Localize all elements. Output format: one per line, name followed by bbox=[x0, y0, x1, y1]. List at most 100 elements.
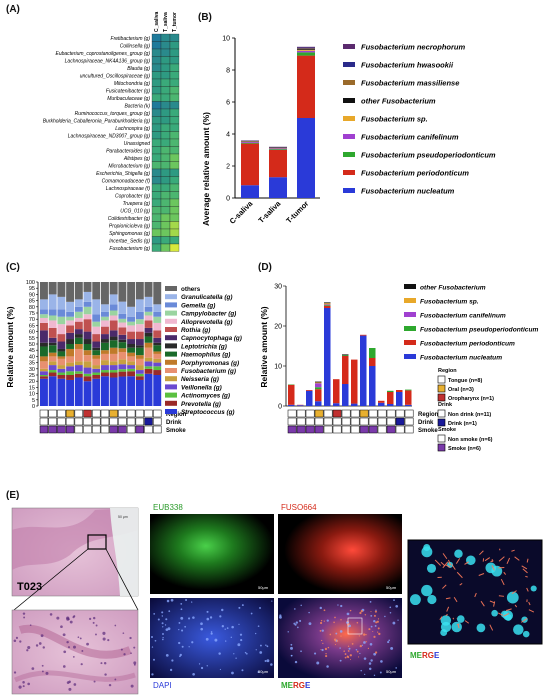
heatmap-cell bbox=[151, 33, 162, 42]
c-bar-segment bbox=[66, 311, 75, 317]
d-bar-segment bbox=[378, 400, 385, 403]
c-legend-swatch bbox=[165, 335, 177, 341]
panel-a-heatmap: C_saliva T_saliva T_tumor Fretibacterium (… bbox=[43, 11, 180, 252]
heatmap-cell bbox=[160, 191, 171, 200]
c-bar-segment bbox=[83, 301, 92, 307]
d-legend-label: other Fusobacterium bbox=[420, 285, 486, 292]
d-bar-segment bbox=[360, 334, 367, 336]
b-bar-segment bbox=[297, 47, 315, 49]
d-meta-cell bbox=[404, 425, 414, 434]
heatmap-cell bbox=[160, 206, 171, 215]
d-meta-legend-label: Oral (n=3) bbox=[448, 387, 474, 393]
c-bar-segment bbox=[118, 282, 127, 302]
d-bar-segment bbox=[315, 389, 322, 402]
c-meta-cell bbox=[126, 425, 136, 434]
c-bar-segment bbox=[109, 370, 118, 373]
heatmap-cell bbox=[160, 41, 171, 50]
heatmap-row-label: Blautia (g) bbox=[127, 66, 150, 72]
c-bar-segment bbox=[83, 361, 92, 368]
heatmap-cell bbox=[169, 206, 180, 215]
b-legend-label: Fusobacterium canifelinum bbox=[361, 133, 459, 142]
c-bar-segment bbox=[144, 327, 153, 333]
heatmap-row-label: UCG_010 (g) bbox=[120, 208, 150, 214]
d-legend-swatch bbox=[404, 284, 416, 289]
c-bar-segment bbox=[144, 332, 153, 337]
heatmap-cell bbox=[151, 63, 162, 72]
c-bar-segment bbox=[40, 376, 48, 379]
c-bar-segment bbox=[92, 365, 101, 369]
c-bar-segment bbox=[135, 376, 144, 380]
heatmap-cell bbox=[169, 191, 180, 200]
heatmap-cell bbox=[151, 78, 162, 87]
c-legend-label: Neisseria (g) bbox=[181, 376, 219, 383]
d-meta-cell bbox=[350, 425, 360, 434]
heatmap-cell bbox=[160, 101, 171, 110]
d-meta-legend-label: Tongue (n=8) bbox=[448, 378, 482, 384]
heatmap-cell bbox=[169, 221, 180, 230]
he-lowmag-image: T023 50 μm bbox=[11, 507, 139, 597]
heatmap-cell bbox=[160, 183, 171, 192]
c-bar-segment bbox=[118, 322, 127, 328]
c-meta-cell bbox=[57, 417, 66, 426]
heatmap-row-label: Muribaculaceae (g) bbox=[107, 96, 150, 102]
c-bar-segment bbox=[40, 314, 48, 318]
c-bar-segment bbox=[48, 282, 57, 295]
b-legend-swatch bbox=[343, 152, 355, 157]
c-bar-segment bbox=[144, 336, 153, 343]
c-bar-segment bbox=[74, 299, 83, 307]
panel-d-label: (D) bbox=[258, 262, 272, 273]
heatmap-cell bbox=[160, 168, 171, 177]
d-meta-cell bbox=[305, 417, 315, 426]
d-meta-cell bbox=[368, 417, 378, 426]
merge-label-e: E bbox=[305, 681, 311, 690]
d-meta-cell bbox=[323, 409, 333, 418]
d-meta-legend-swatch bbox=[437, 409, 446, 418]
d-meta-legend-title: Smoke bbox=[438, 427, 456, 433]
heatmap-cell bbox=[160, 146, 171, 155]
d-bar-segment bbox=[315, 382, 322, 384]
c-bar-segment bbox=[57, 316, 66, 325]
fuso664-label: FUSO664 bbox=[281, 503, 317, 512]
c-bar-segment bbox=[101, 326, 109, 335]
d-bar-segment bbox=[324, 303, 331, 305]
d-meta-cell bbox=[287, 425, 297, 434]
b-bar-segment bbox=[297, 52, 315, 56]
d-meta-legend-label: Oropharynx (n=1) bbox=[448, 396, 494, 402]
c-legend-label: Rothia (g) bbox=[181, 327, 210, 334]
c-legend-label: Prevotella (g) bbox=[181, 401, 221, 408]
panel-d-ylabel: Relative amount (%) bbox=[259, 306, 269, 387]
heatmap-cell bbox=[169, 101, 180, 110]
heatmap-cell bbox=[151, 116, 162, 125]
d-meta-legend-swatch bbox=[437, 393, 446, 402]
d-meta-cell bbox=[305, 425, 315, 434]
c-bar-segment bbox=[109, 304, 118, 311]
heatmap-cell bbox=[151, 56, 162, 65]
b-ytick: 10 bbox=[222, 36, 230, 43]
c-legend-swatch bbox=[165, 351, 177, 357]
c-bar-segment bbox=[144, 342, 153, 348]
heatmap-cell bbox=[151, 138, 162, 147]
c-bar-segment bbox=[92, 378, 101, 406]
c-bar-segment bbox=[66, 339, 75, 344]
c-ytick: 25 bbox=[29, 373, 35, 379]
heatmap-cell bbox=[151, 108, 162, 117]
panel-c-label: (C) bbox=[6, 262, 20, 273]
d-meta-legend-swatch bbox=[437, 375, 446, 384]
heatmap-row-label: Microbacterium (g) bbox=[108, 163, 150, 169]
c-bar-segment bbox=[40, 342, 48, 347]
c-bar-segment bbox=[40, 378, 48, 406]
c-bar-segment bbox=[135, 379, 144, 406]
heatmap-row-label: Parabacteroides (g) bbox=[106, 148, 150, 154]
c-legend-swatch bbox=[165, 294, 177, 300]
c-legend-label: Fusobacterium (g) bbox=[181, 368, 236, 375]
c-legend-swatch bbox=[165, 376, 177, 382]
c-bar-segment bbox=[144, 361, 153, 367]
d-bar-segment bbox=[387, 390, 394, 392]
c-bar-segment bbox=[57, 351, 66, 357]
c-bar-segment bbox=[144, 366, 153, 369]
c-bar-segment bbox=[40, 282, 48, 300]
panel-c-ylabel: Relative amount (%) bbox=[5, 306, 15, 387]
c-ytick: 65 bbox=[29, 323, 35, 329]
b-bar-segment bbox=[241, 143, 259, 186]
d-meta-cell bbox=[359, 425, 369, 434]
